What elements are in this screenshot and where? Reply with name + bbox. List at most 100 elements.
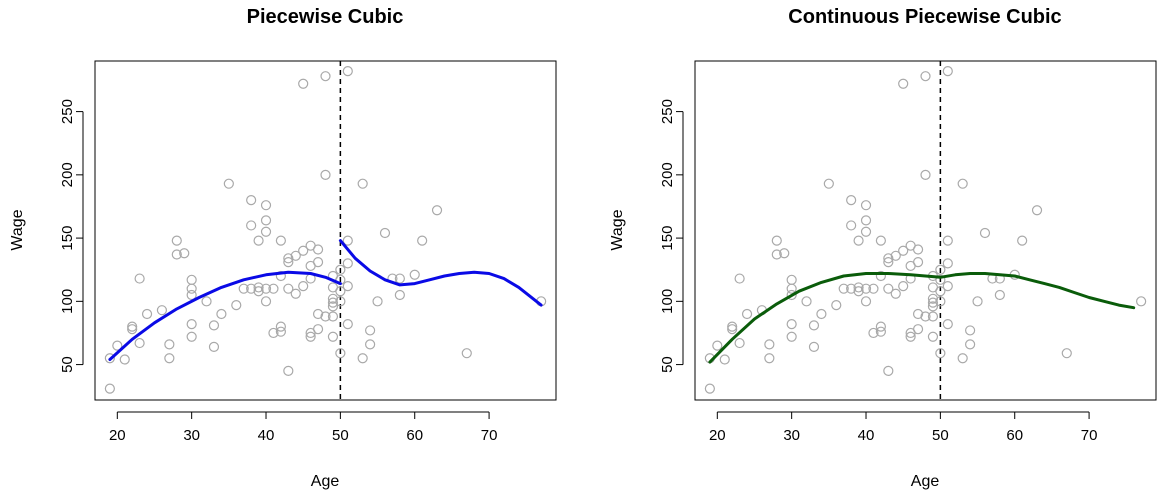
- data-point: [342, 258, 353, 269]
- data-point: [305, 331, 316, 342]
- data-point: [208, 320, 220, 331]
- x-tick-label: 70: [481, 427, 498, 444]
- data-point: [179, 248, 190, 259]
- data-point: [231, 300, 242, 311]
- data-point: [786, 289, 797, 301]
- data-point: [141, 308, 153, 320]
- data-point: [965, 339, 976, 350]
- y-tick-label: 100: [659, 289, 676, 314]
- data-point: [246, 195, 257, 206]
- data-point: [898, 78, 909, 89]
- data-point: [1061, 348, 1072, 359]
- panel-continuous-piecewise-cubic: Continuous Piecewise Cubic Age Wage 20 30…: [609, 6, 1157, 490]
- data-point: [734, 273, 745, 284]
- data-point: [253, 286, 264, 297]
- data-point: [171, 249, 182, 260]
- data-point: [372, 296, 383, 307]
- data-point: [965, 325, 976, 336]
- data-point: [727, 321, 738, 332]
- plot-area: 20 30 40 50 60 70 50 100 150 200 250: [659, 60, 1157, 444]
- data-point: [327, 301, 339, 312]
- data-point: [357, 353, 368, 364]
- data-point: [883, 365, 894, 377]
- data-point: [275, 326, 286, 337]
- data-point: [275, 270, 286, 282]
- data-point: [853, 282, 864, 293]
- data-point: [335, 348, 346, 359]
- x-tick-label: 20: [109, 427, 126, 444]
- x-tick-label: 50: [932, 427, 949, 444]
- data-point: [238, 283, 249, 294]
- data-point: [801, 296, 812, 307]
- data-point: [327, 331, 339, 342]
- data-point: [268, 327, 279, 339]
- data-point: [927, 297, 939, 308]
- data-point: [164, 353, 175, 364]
- plot-frame: [94, 60, 557, 401]
- data-point: [327, 311, 339, 322]
- data-point: [957, 353, 968, 364]
- data-point: [942, 235, 953, 246]
- data-point: [312, 308, 324, 320]
- data-point: [260, 226, 272, 237]
- data-point: [704, 383, 715, 394]
- data-point: [764, 353, 775, 364]
- data-point: [223, 178, 234, 189]
- chart-title: Piecewise Cubic: [247, 6, 404, 28]
- data-point: [1017, 235, 1028, 246]
- data-point: [734, 337, 745, 349]
- data-point: [942, 281, 953, 292]
- data-point: [860, 226, 872, 237]
- data-point: [335, 296, 346, 307]
- data-point: [920, 71, 931, 82]
- data-point: [327, 297, 339, 308]
- fit-curve: [338, 239, 543, 307]
- data-point: [764, 339, 775, 350]
- data-point: [1136, 296, 1147, 307]
- data-point: [260, 215, 272, 226]
- data-point: [994, 289, 1005, 301]
- data-point: [246, 283, 257, 294]
- data-point: [935, 264, 946, 275]
- data-point: [365, 339, 376, 350]
- data-point: [786, 274, 797, 285]
- data-point: [927, 311, 939, 322]
- data-point: [912, 257, 924, 268]
- x-axis-label: Age: [911, 473, 940, 490]
- data-point: [816, 308, 827, 320]
- data-point: [727, 324, 738, 335]
- data-point: [927, 331, 939, 342]
- data-point: [186, 289, 197, 301]
- data-point: [312, 324, 324, 335]
- data-point: [935, 274, 946, 285]
- data-point: [875, 235, 886, 246]
- data-point: [156, 305, 168, 316]
- data-point: [134, 337, 145, 349]
- data-point: [868, 283, 879, 294]
- data-point: [890, 288, 901, 299]
- data-point: [957, 178, 968, 189]
- data-point: [905, 331, 916, 342]
- data-point: [394, 289, 405, 301]
- data-point: [186, 331, 197, 342]
- plot-frame: [694, 60, 1157, 401]
- x-tick-label: 50: [332, 427, 349, 444]
- data-point: [853, 235, 864, 246]
- data-point: [875, 326, 886, 337]
- data-point: [298, 245, 309, 256]
- data-point: [860, 283, 872, 294]
- data-point: [112, 340, 123, 351]
- data-point: [260, 296, 272, 307]
- data-point: [201, 296, 212, 307]
- data-point: [942, 258, 953, 269]
- data-point: [771, 235, 782, 246]
- data-point: [127, 321, 138, 332]
- data-point: [808, 341, 820, 352]
- data-point: [298, 78, 309, 89]
- x-tick-label: 60: [1006, 427, 1023, 444]
- y-tick-label: 200: [659, 162, 676, 187]
- data-point: [283, 253, 294, 264]
- data-point: [883, 283, 894, 294]
- plot-area: 20 30 40 50 60 70 50 100 150 200 250: [59, 60, 557, 444]
